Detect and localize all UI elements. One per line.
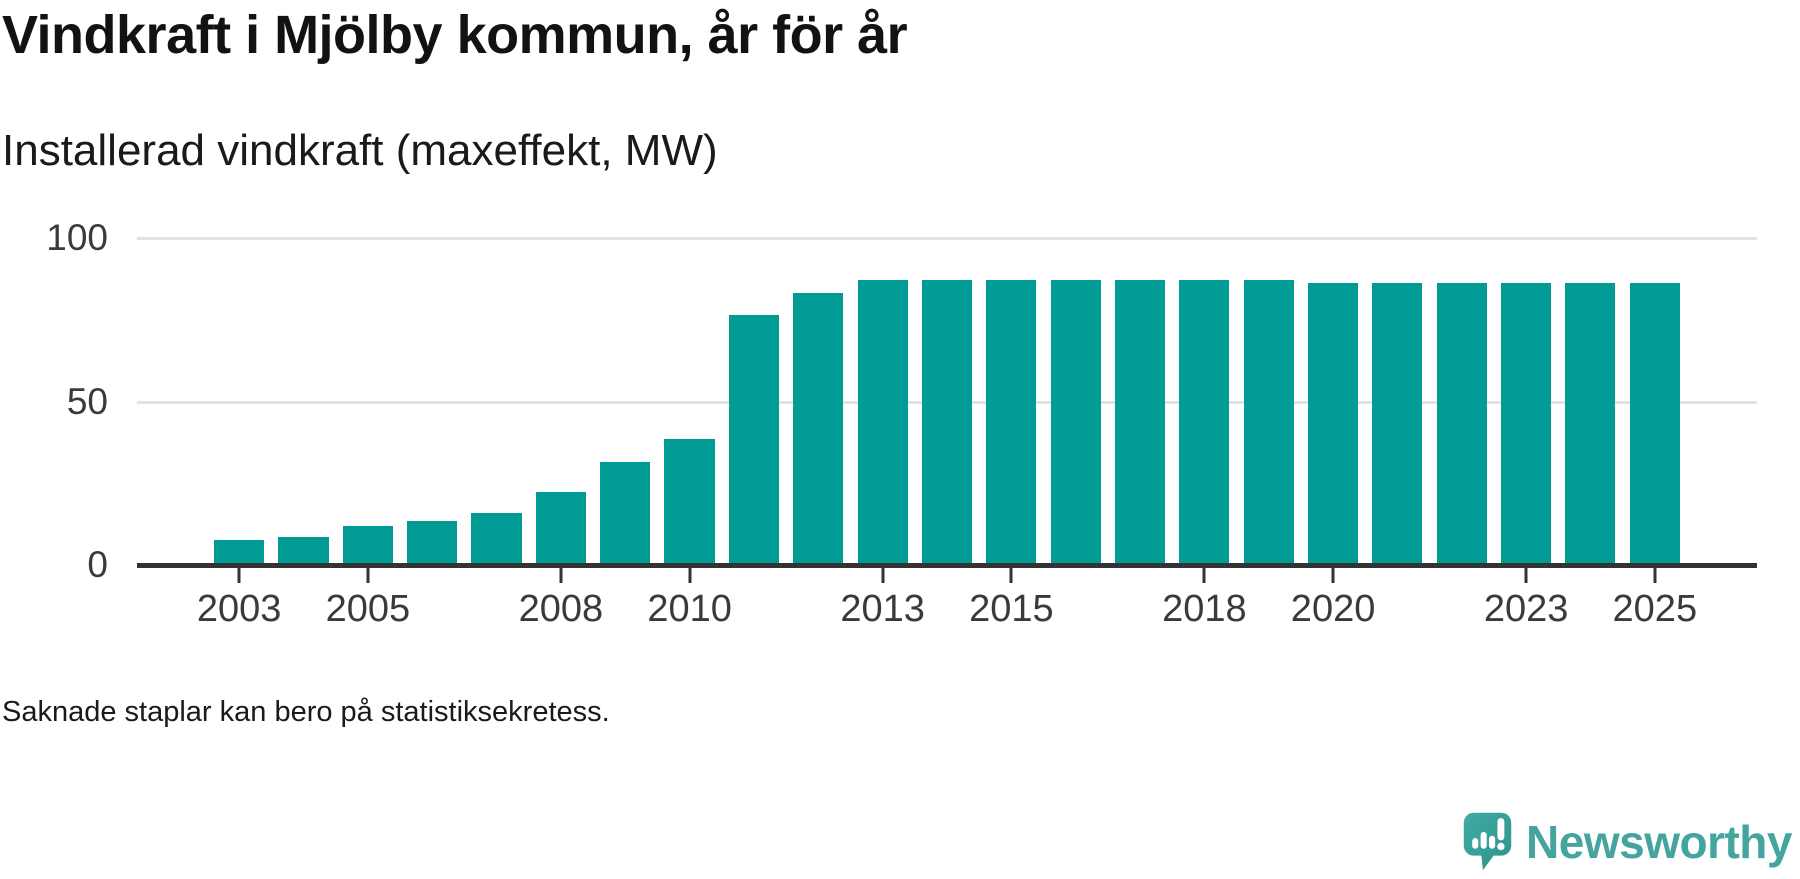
bar-2016 [1050,279,1101,565]
bar-slot-2010 [657,238,721,565]
newsworthy-logo-icon [1463,812,1512,871]
bar-2023 [1500,283,1552,565]
bar-2012 [793,292,844,565]
bar-slot-2005 [336,238,400,565]
bar-slot-2011 [722,238,786,565]
x-axis-label-2005: 2005 [325,588,411,630]
bar-slot-2006 [400,238,464,565]
bar-2008 [535,491,586,565]
bar-slot-2004 [271,238,335,565]
logo-bar-2 [1480,831,1487,849]
bar-slot-2018 [1172,238,1236,565]
x-axis-label-2023: 2023 [1483,588,1569,630]
bar-slot-2017 [1108,238,1172,565]
plot-area [137,237,1757,565]
bar-slot-2019 [1237,238,1301,565]
gridline-100 [137,237,1757,240]
bar-slot-2025 [1623,238,1687,565]
x-axis-label-2025: 2025 [1612,588,1698,630]
bar-2019 [1243,279,1294,565]
x-tick-2025 [1653,568,1657,583]
bar-2013 [857,279,908,565]
x-axis-label-2015: 2015 [969,588,1054,630]
bar-slot-2016 [1043,238,1107,565]
bar-slot-2023 [1494,238,1558,565]
bar-2015 [986,279,1037,565]
bar-2011 [728,314,780,565]
bar-slot-2022 [1430,238,1494,565]
bar-slot-2003 [207,238,271,565]
newsworthy-logo-text: Newsworthy [1526,815,1792,868]
bar-2005 [342,526,393,565]
bar-2018 [1179,279,1230,565]
x-tick-2008 [559,568,563,583]
x-tick-2023 [1524,568,1528,583]
logo-exclamation-dot [1497,842,1505,851]
bar-slot-2008 [529,238,593,565]
chart-subtitle: Installerad vindkraft (maxeffekt, MW) [2,126,718,175]
y-axis-label-100: 100 [46,217,108,258]
bar-2003 [214,540,265,565]
bar-slot-2013 [850,238,914,565]
x-tick-2005 [366,568,370,583]
x-tick-2010 [688,568,692,583]
x-axis-label-2003: 2003 [196,588,282,630]
logo-bar-1 [1472,838,1479,849]
bar-2020 [1307,283,1359,565]
page-title: Vindkraft i Mjölby kommun, år för år [2,5,908,65]
bar-2025 [1629,283,1680,565]
bar-2017 [1114,279,1166,565]
chart-footnote: Saknade staplar kan bero på statistiksek… [2,696,610,728]
bar-2006 [407,520,458,565]
bar-series [137,238,1757,565]
x-axis-label-2013: 2013 [840,588,925,630]
bar-slot-2020 [1301,238,1365,565]
y-axis-label-50: 50 [66,380,108,422]
bar-2007 [471,512,522,565]
bar-slot-2014 [915,238,979,565]
x-tick-2015 [1009,568,1013,583]
bar-2022 [1436,283,1487,565]
x-axis-label-2010: 2010 [647,588,732,630]
bar-2010 [664,439,715,565]
bar-2024 [1565,283,1616,565]
y-axis-label-0: 0 [87,544,108,585]
bar-slot-2015 [979,238,1043,565]
bar-slot-2021 [1365,238,1429,565]
bar-slot-2007 [464,238,528,565]
bar-2014 [921,279,973,565]
bar-slot-2012 [786,238,850,565]
x-tick-2020 [1331,568,1335,583]
x-tick-2003 [237,568,241,583]
bar-2004 [278,536,329,565]
bar-slot-2009 [593,238,657,565]
logo-exclamation-bar [1497,818,1505,841]
bar-slot-2024 [1558,238,1622,565]
bar-2009 [600,461,651,565]
x-axis-line [137,563,1757,568]
x-tick-2018 [1202,568,1206,583]
x-tick-2013 [881,568,885,583]
logo-bar-3 [1489,835,1496,849]
x-axis-label-2008: 2008 [518,588,604,630]
newsworthy-logo: Newsworthy [1463,812,1792,871]
x-axis-label-2020: 2020 [1290,588,1376,630]
x-axis-label-2018: 2018 [1162,588,1247,630]
bar-2021 [1372,283,1423,565]
